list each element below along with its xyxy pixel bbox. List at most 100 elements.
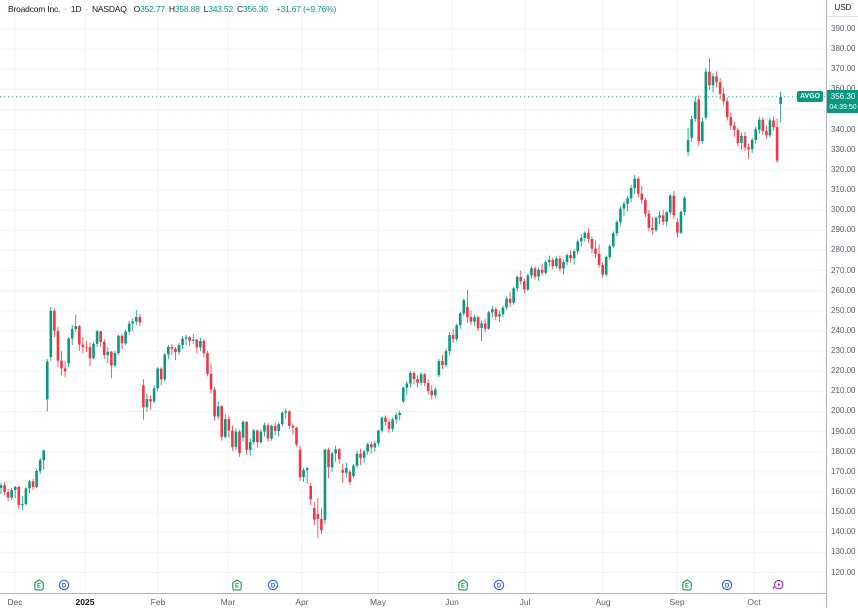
candle[interactable]	[476, 315, 480, 331]
candle[interactable]	[562, 259, 565, 275]
month-label[interactable]: Oct	[747, 597, 761, 607]
dividend-icon[interactable]: D	[493, 578, 505, 591]
candle[interactable]	[775, 118, 779, 163]
candle[interactable]	[658, 211, 661, 225]
candle[interactable]	[455, 323, 458, 341]
candle[interactable]	[757, 116, 761, 134]
dividend-icon[interactable]: D	[267, 578, 279, 591]
month-label[interactable]: Aug	[595, 597, 611, 607]
candle[interactable]	[334, 445, 337, 462]
candle[interactable]	[316, 498, 320, 539]
candle[interactable]	[576, 239, 580, 255]
candle[interactable]	[494, 306, 498, 320]
candle[interactable]	[67, 337, 70, 368]
candle[interactable]	[740, 132, 743, 150]
candle[interactable]	[754, 126, 758, 144]
candle[interactable]	[138, 313, 142, 326]
candle[interactable]	[195, 339, 199, 354]
month-label[interactable]: Jun	[445, 597, 459, 607]
candle[interactable]	[451, 328, 455, 343]
candle[interactable]	[298, 445, 302, 481]
candle[interactable]	[458, 311, 462, 329]
candle[interactable]	[252, 428, 256, 445]
candle[interactable]	[35, 468, 38, 488]
candle[interactable]	[540, 263, 544, 276]
month-label[interactable]: Mar	[220, 597, 236, 607]
candle[interactable]	[24, 487, 28, 506]
candle[interactable]	[3, 481, 6, 495]
candle[interactable]	[583, 231, 587, 242]
candle[interactable]	[683, 196, 686, 216]
candle[interactable]	[768, 117, 772, 138]
month-label[interactable]: 2025	[75, 597, 95, 607]
candle[interactable]	[601, 262, 604, 278]
candle[interactable]	[359, 448, 362, 465]
candle[interactable]	[266, 423, 270, 442]
candle[interactable]	[626, 196, 629, 212]
candle[interactable]	[622, 201, 626, 217]
candle[interactable]	[216, 401, 220, 420]
candle[interactable]	[177, 343, 181, 356]
candle[interactable]	[42, 449, 46, 470]
candle[interactable]	[612, 231, 615, 249]
symbol-info-bar[interactable]: Broadcom Inc. · 1D · NASDAQ O352.77 H358…	[8, 4, 336, 14]
candle[interactable]	[690, 115, 693, 142]
candle[interactable]	[597, 244, 601, 268]
candle[interactable]	[348, 469, 352, 485]
candle[interactable]	[330, 451, 334, 472]
candle[interactable]	[416, 375, 419, 388]
candle[interactable]	[38, 457, 42, 474]
candle[interactable]	[391, 417, 394, 432]
candle[interactable]	[305, 466, 309, 484]
candle[interactable]	[547, 255, 551, 267]
candle[interactable]	[555, 256, 558, 269]
candle[interactable]	[437, 359, 441, 378]
month-label[interactable]: May	[369, 597, 387, 607]
candle[interactable]	[320, 508, 323, 535]
candle[interactable]	[387, 419, 391, 433]
candle[interactable]	[665, 211, 669, 227]
candle[interactable]	[213, 387, 216, 421]
candle[interactable]	[661, 210, 665, 226]
candle[interactable]	[209, 363, 213, 394]
candle[interactable]	[273, 422, 277, 436]
currency-label[interactable]: USD	[827, 0, 858, 17]
earnings-icon[interactable]: E	[457, 578, 469, 591]
candle[interactable]	[608, 244, 612, 260]
candle[interactable]	[633, 174, 636, 194]
candle[interactable]	[184, 335, 188, 346]
candle[interactable]	[373, 440, 377, 452]
candle[interactable]	[604, 255, 608, 277]
month-label[interactable]: Sep	[669, 597, 685, 607]
candle[interactable]	[163, 353, 167, 382]
candle[interactable]	[0, 482, 3, 494]
candle[interactable]	[6, 489, 10, 502]
candle[interactable]	[508, 291, 512, 307]
candle[interactable]	[441, 355, 444, 370]
candle[interactable]	[533, 266, 537, 280]
candle[interactable]	[259, 429, 263, 444]
candle[interactable]	[523, 278, 526, 294]
candle[interactable]	[729, 112, 733, 130]
candle[interactable]	[188, 336, 191, 347]
flash-icon[interactable]: +	[772, 578, 784, 592]
price-axis[interactable]: USD 390.00380.00370.00360.00350.00340.00…	[826, 0, 858, 608]
candle[interactable]	[145, 393, 149, 412]
candle[interactable]	[668, 194, 672, 216]
candle[interactable]	[106, 347, 110, 364]
candle[interactable]	[60, 351, 63, 376]
candle[interactable]	[117, 335, 120, 356]
candle[interactable]	[647, 210, 651, 232]
candle[interactable]	[733, 121, 736, 137]
candle[interactable]	[31, 478, 35, 490]
candle[interactable]	[423, 373, 426, 387]
candle[interactable]	[206, 351, 209, 377]
candle[interactable]	[280, 411, 284, 427]
candle[interactable]	[21, 496, 24, 511]
month-label[interactable]: Apr	[295, 597, 309, 607]
candle[interactable]	[45, 359, 49, 412]
candle[interactable]	[170, 344, 174, 356]
candle[interactable]	[156, 367, 159, 392]
candle[interactable]	[640, 186, 644, 205]
candle[interactable]	[120, 334, 124, 350]
